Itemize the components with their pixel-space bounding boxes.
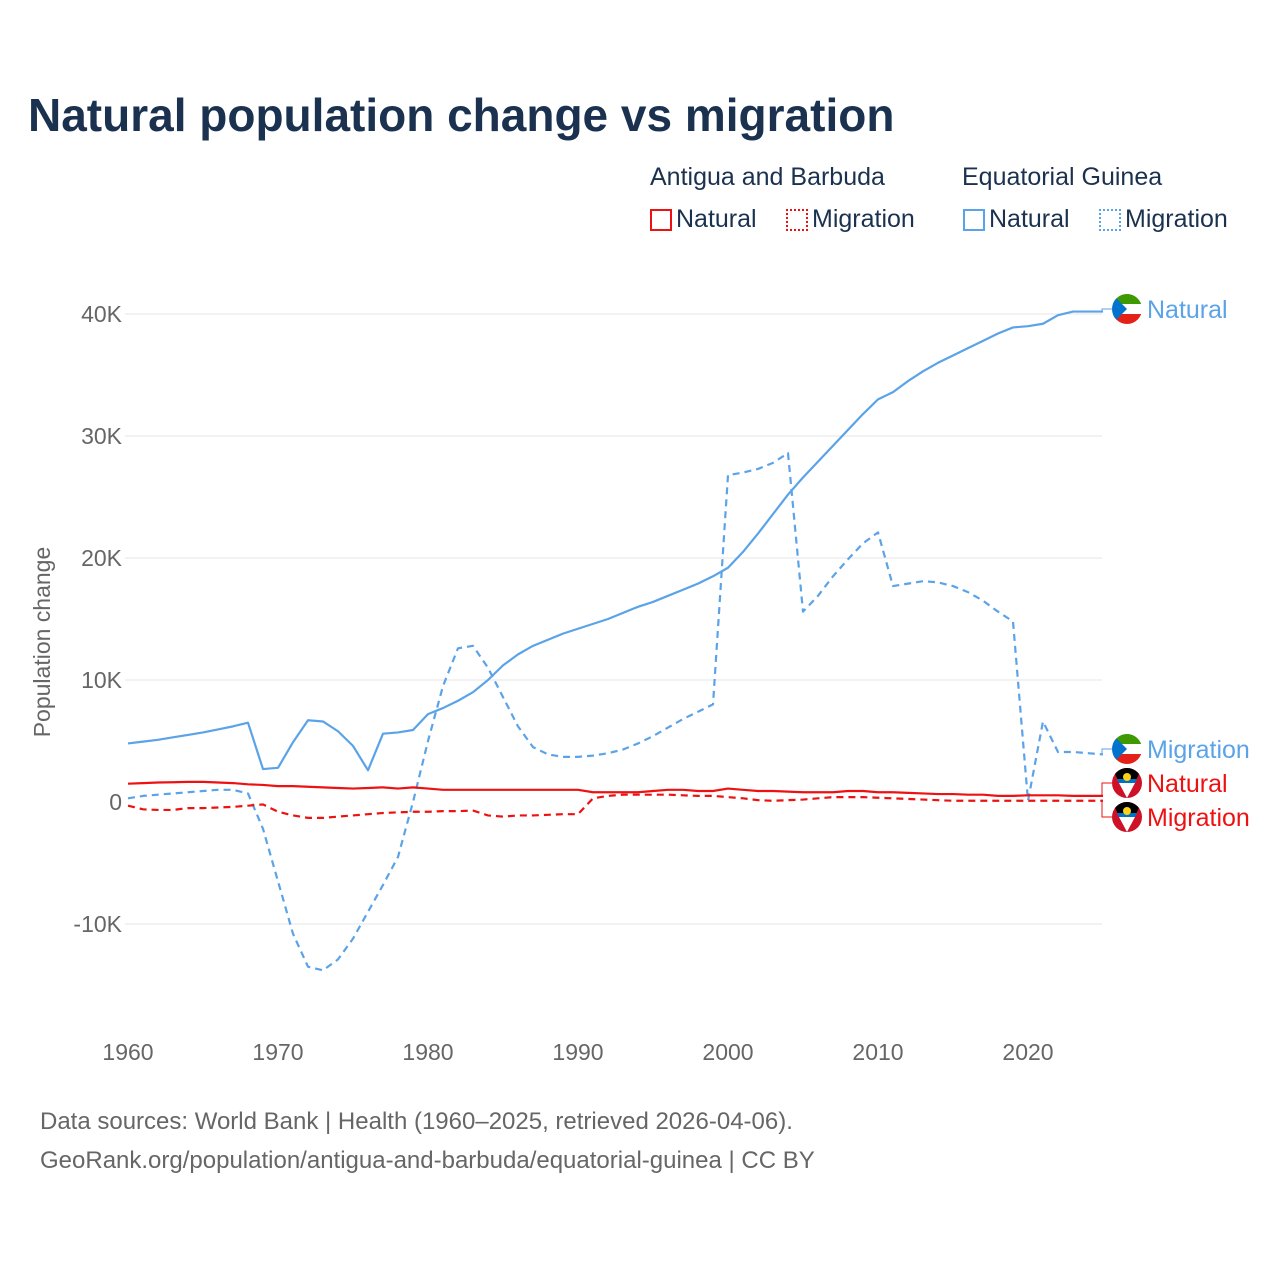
flag-body xyxy=(1112,802,1142,832)
legend-label: Migration xyxy=(1125,205,1228,233)
x-tick-label: 1960 xyxy=(102,1039,153,1065)
antigua-flag-icon xyxy=(1112,802,1142,832)
y-axis-label: Population change xyxy=(29,547,55,738)
y-tick-label: -10K xyxy=(73,911,122,937)
label-connector xyxy=(1101,308,1112,313)
source-line-1: Data sources: World Bank | Health (1960–… xyxy=(40,1108,793,1135)
end-label-0: Natural xyxy=(1147,296,1228,324)
legend-label: Natural xyxy=(676,205,757,233)
x-tick-label: 1990 xyxy=(552,1039,603,1065)
flag-v-white xyxy=(1119,817,1135,832)
source-line-2[interactable]: GeoRank.org/population/antigua-and-barbu… xyxy=(40,1147,815,1174)
antigua-flag-icon xyxy=(1112,768,1142,798)
flag-stripe xyxy=(1112,314,1142,324)
y-tick-label: 30K xyxy=(81,423,123,449)
chart-title: Natural population change vs migration xyxy=(28,89,895,141)
end-label-1: Migration xyxy=(1147,736,1250,764)
legend-eq-guinea-natural[interactable]: Natural xyxy=(963,205,1070,234)
series-line-2 xyxy=(127,780,1103,797)
flag-sun xyxy=(1123,807,1131,815)
legend-antigua-natural[interactable]: Natural xyxy=(650,205,757,234)
flag-stripe xyxy=(1112,754,1142,764)
series-line-0 xyxy=(127,310,1103,772)
legend-label: Natural xyxy=(989,205,1070,233)
equatorial-guinea-flag-icon xyxy=(1112,734,1142,764)
flag-body xyxy=(1112,768,1142,798)
flag-v-white xyxy=(1119,783,1135,798)
legend-label: Migration xyxy=(812,205,915,233)
flag-triangle xyxy=(1112,294,1127,324)
flag-sun xyxy=(1123,773,1131,781)
flag-triangle xyxy=(1112,734,1127,764)
y-tick-label: 0 xyxy=(109,789,122,815)
legend-group-antigua: Antigua and Barbuda xyxy=(650,163,885,191)
flag-body xyxy=(1112,734,1142,764)
series-line-1 xyxy=(127,451,1104,972)
legend-group-eq-guinea: Equatorial Guinea xyxy=(962,163,1163,191)
legend-antigua-migration[interactable]: Migration xyxy=(786,205,915,234)
y-tick-label: 10K xyxy=(81,667,123,693)
equatorial-guinea-flag-icon xyxy=(1112,294,1142,324)
flag-stripe xyxy=(1112,294,1142,304)
label-connector xyxy=(1101,748,1112,755)
flag-stripe xyxy=(1112,734,1142,744)
label-connector xyxy=(1101,782,1112,797)
label-connector xyxy=(1101,800,1112,818)
dotted-swatch-icon xyxy=(786,208,808,231)
solid-swatch-icon xyxy=(650,208,672,231)
end-label-2: Natural xyxy=(1147,770,1228,798)
legend-eq-guinea-migration[interactable]: Migration xyxy=(1099,205,1228,234)
x-tick-label: 2020 xyxy=(1002,1039,1053,1065)
x-tick-label: 1980 xyxy=(402,1039,453,1065)
dotted-swatch-icon xyxy=(1099,208,1121,231)
end-label-3: Migration xyxy=(1147,804,1250,832)
x-tick-label: 2000 xyxy=(702,1039,753,1065)
plot-area: -10K 0 10K 20K 30K 40K 1960 1970 1980 1990 2000 201… xyxy=(29,294,1250,1065)
y-tick-label: 40K xyxy=(81,301,123,327)
x-tick-label: 2010 xyxy=(852,1039,903,1065)
series-line-3 xyxy=(127,793,1103,819)
x-tick-label: 1970 xyxy=(252,1039,303,1065)
flag-body xyxy=(1112,294,1142,324)
y-tick-label: 20K xyxy=(81,545,123,571)
solid-swatch-icon xyxy=(963,208,985,231)
